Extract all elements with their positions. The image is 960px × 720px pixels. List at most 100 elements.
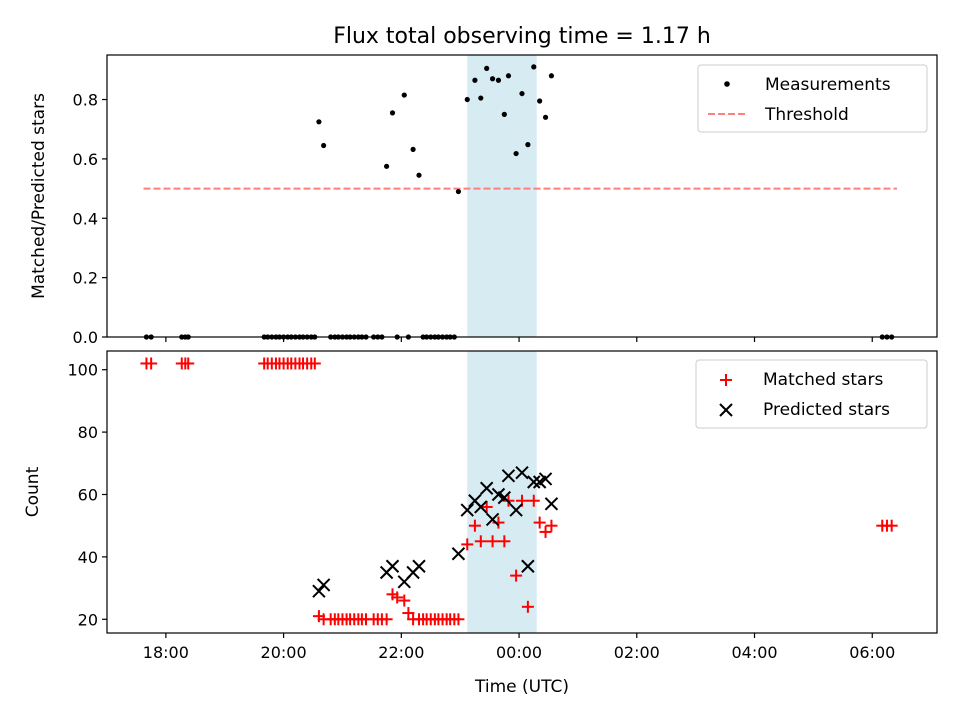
matched-stars-point [545, 519, 558, 532]
predicted-stars-point-b [521, 559, 535, 573]
legend-predicted-marker [719, 403, 733, 417]
measurements-point [416, 172, 422, 178]
matched-stars-point [533, 516, 546, 529]
predicted-stars-point [385, 559, 400, 573]
measurements-point [484, 65, 490, 71]
measurements-point [389, 110, 396, 116]
measurements-point [519, 90, 525, 97]
legend-measurements-marker [724, 81, 730, 87]
matched-stars-point [308, 357, 321, 370]
y-tick-label: 0.8 [73, 91, 98, 110]
matched-stars-point [380, 613, 393, 626]
ratio-y-axis: 0.0 0.2 0.4 0.6 0.8 [73, 91, 107, 347]
measurements-point [537, 98, 543, 104]
y-tick-label: 80 [78, 423, 98, 442]
measurements-point [525, 142, 531, 148]
x-tick-label: 04:00 [731, 643, 777, 662]
measurements-point [542, 114, 549, 120]
ratio-legend-box [697, 64, 928, 133]
predicted-stars-point-b [474, 500, 488, 514]
matched-stars-point [468, 519, 481, 532]
measurements-point [548, 73, 555, 79]
predicted-stars-point [485, 512, 500, 527]
matched-stars-point [527, 494, 540, 507]
predicted-stars-point [312, 584, 326, 598]
predicted-stars-point-b [385, 559, 400, 573]
measurements-point [316, 119, 322, 125]
x-tick-label: 22:00 [378, 643, 424, 662]
measurements-point [384, 163, 390, 169]
predicted-stars-point-b [515, 465, 529, 480]
measurements-point [513, 150, 519, 157]
y-tick-label: 20 [78, 610, 98, 629]
predicted-stars-point [451, 547, 466, 561]
predicted-stars-point-b [485, 512, 500, 527]
measurements-point [401, 92, 407, 98]
measurements-point [455, 188, 462, 195]
ratio-legend: Measurements Threshold [697, 64, 928, 133]
y-tick-label: 60 [78, 485, 98, 504]
ratio-x-ticks [165, 337, 873, 342]
predicted-stars-point [474, 500, 488, 514]
measurements-point [321, 142, 327, 149]
legend-measurements-label: Measurements [765, 75, 891, 95]
legend-matched-label: Matched stars [763, 370, 883, 390]
predicted-stars-point [412, 559, 426, 573]
predicted-stars-point-b [451, 547, 466, 561]
predicted-stars-point-b [479, 481, 494, 495]
predicted-stars-point-b [527, 475, 541, 489]
predicted-stars-point [316, 578, 331, 592]
measurements-point [489, 76, 496, 82]
predicted-stars-point [538, 472, 553, 486]
matched-stars-point [182, 357, 195, 370]
legend-threshold-label: Threshold [764, 105, 849, 125]
count-legend: Matched stars Predicted stars [695, 359, 928, 429]
measurements-point [531, 64, 537, 70]
predicted-stars-point [509, 503, 523, 517]
matched-stars-point [391, 591, 404, 604]
predicted-stars-point [460, 503, 474, 517]
ratio-axes-frame [106, 54, 938, 338]
y-tick-label: 0.2 [73, 269, 98, 288]
predicted-stars-point-b [316, 578, 331, 592]
predicted-stars-point-b [460, 503, 474, 517]
x-tick-label: 06:00 [849, 643, 895, 662]
matched-stars-point [510, 569, 523, 582]
matched-stars-point [452, 613, 465, 626]
predicted-stars-point-b [544, 497, 559, 511]
count-y-label: Count [23, 466, 43, 517]
predicted-stars-point-b [501, 469, 516, 483]
legend-matched-marker [720, 374, 732, 386]
count-x-axis: 18:00 20:00 22:00 00:00 02:00 04:00 06:00 [143, 633, 895, 662]
matched-stars-point [885, 519, 898, 532]
predicted-stars-point-b [538, 472, 553, 486]
predicted-stars-point [479, 481, 494, 495]
predicted-stars-point [515, 465, 529, 480]
matched-stars-point [480, 500, 493, 513]
count-axes-frame [106, 350, 938, 634]
predicted-stars-point [521, 559, 535, 573]
predicted-stars-point-b [497, 490, 512, 505]
predicted-stars-point [501, 469, 516, 483]
count-marks [140, 357, 898, 626]
legend-predicted-label: Predicted stars [763, 400, 890, 420]
count-panel: 20 40 60 80 100 18:00 20:00 22:00 00:00 02:00 04:… [23, 350, 938, 697]
y-tick-label: 100 [67, 361, 98, 380]
measurements-point [472, 77, 478, 83]
predicted-stars-point-b [509, 503, 523, 517]
measurements-point [464, 96, 470, 103]
ratio-panel: 0.00.20.40.60.8 Matched/Predicted stars … [29, 54, 938, 347]
figure-title: Flux total observing time = 1.17 h [333, 24, 711, 49]
x-tick-label: 02:00 [614, 643, 660, 662]
predicted-stars-point [544, 497, 559, 511]
predicted-stars-point-b [491, 487, 506, 502]
measurements-point [478, 95, 484, 101]
x-tick-label: 00:00 [496, 643, 542, 662]
ratio-y-label: Matched/Predicted stars [29, 93, 49, 299]
y-tick-label: 0.6 [73, 150, 98, 169]
measurements-point [505, 73, 512, 79]
predicted-stars-point-b [468, 494, 482, 508]
y-tick-label: 0.4 [73, 209, 98, 228]
count-y-axis: 20 40 60 80 100 [67, 361, 107, 629]
